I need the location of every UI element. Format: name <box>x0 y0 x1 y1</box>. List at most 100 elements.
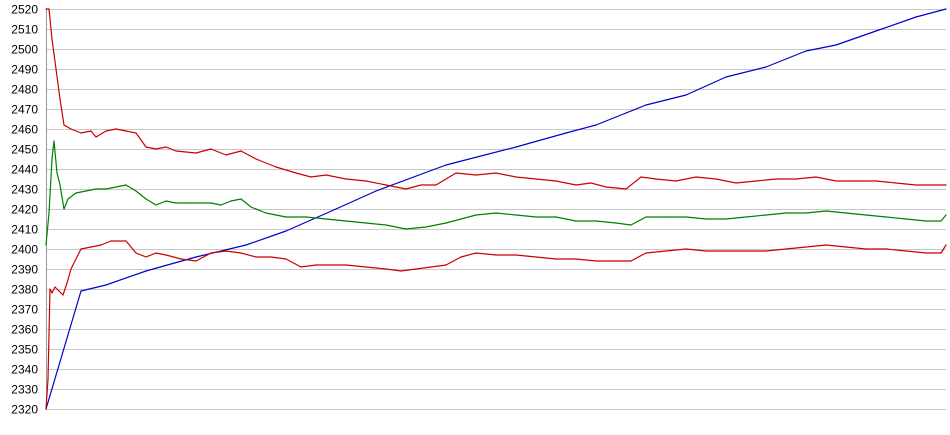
series-middle-point <box>105 188 107 190</box>
series-rising-point <box>245 244 247 246</box>
y-tick-label: 2320 <box>11 403 38 417</box>
series-upper-point <box>210 148 212 150</box>
series-middle-point <box>705 218 707 220</box>
y-tick-label: 2330 <box>11 383 38 397</box>
series-middle-point <box>885 216 887 218</box>
series-lower-point <box>100 244 102 246</box>
series-middle-point <box>95 188 97 190</box>
series-upper-point <box>115 128 117 130</box>
series-upper-point <box>95 136 97 138</box>
series-lower-point <box>745 250 747 252</box>
series-lower-point <box>125 240 127 242</box>
series-middle-line <box>45 140 947 246</box>
series-upper-point <box>935 184 937 186</box>
y-tick-label: 2430 <box>11 183 38 197</box>
series-rising-point <box>835 44 837 46</box>
series-lower-point <box>785 248 787 250</box>
series-lower-point <box>845 246 847 248</box>
series-middle-point <box>940 220 942 222</box>
series-upper-point <box>535 178 537 180</box>
series-lower-point <box>630 260 632 262</box>
series-lower-point <box>725 250 727 252</box>
y-tick-label: 2440 <box>11 163 38 177</box>
series-upper-point <box>225 154 227 156</box>
series-middle-point <box>155 204 157 206</box>
series-upper-point <box>915 184 917 186</box>
series-upper-point <box>55 68 57 70</box>
series-rising-point <box>595 124 597 126</box>
series-lower-point <box>240 252 242 254</box>
series-upper-point <box>715 178 717 180</box>
series-lower-point <box>475 252 477 254</box>
series-upper-point <box>80 132 82 134</box>
series-middle-point <box>210 202 212 204</box>
series-lower-point <box>765 250 767 252</box>
series-upper-point <box>125 130 127 132</box>
series-upper-point <box>475 174 477 176</box>
series-upper-point <box>345 178 347 180</box>
series-lower-point <box>210 252 212 254</box>
series-upper-point <box>51 38 53 40</box>
series-lower-point <box>110 240 112 242</box>
series-middle-point <box>805 212 807 214</box>
series-lower-point <box>535 256 537 258</box>
series-middle-point <box>905 218 907 220</box>
series-upper-point <box>175 150 177 152</box>
series-middle-point <box>45 244 47 246</box>
series-lower-point <box>615 260 617 262</box>
series-lower-point <box>165 254 167 256</box>
series-middle-point <box>685 216 687 218</box>
series-lower-point <box>365 266 367 268</box>
series-middle-point <box>135 190 137 192</box>
series-upper-point <box>275 166 277 168</box>
series-lower-point <box>195 260 197 262</box>
series-lower-point <box>945 244 947 246</box>
series-middle-point <box>285 216 287 218</box>
series-lower-point <box>925 252 927 254</box>
series-lower-point <box>415 268 417 270</box>
series-middle-point <box>535 216 537 218</box>
series-upper-point <box>90 130 92 132</box>
series-lower-point <box>45 408 47 410</box>
series-lower-point <box>135 252 137 254</box>
series-middle <box>45 140 947 246</box>
series-upper-line <box>46 8 946 190</box>
series-lower-point <box>495 254 497 256</box>
series-upper-point <box>775 178 777 180</box>
series-middle-point <box>575 220 577 222</box>
series-lower-point <box>47 378 49 380</box>
series-middle-point <box>220 204 222 206</box>
series-lower-point <box>66 282 68 284</box>
series-upper-point <box>295 172 297 174</box>
series-upper-point <box>48 8 50 10</box>
series-upper-point <box>63 124 65 126</box>
series-lower-point <box>865 248 867 250</box>
series-upper-point <box>640 176 642 178</box>
series-rising-point <box>565 132 567 134</box>
series-lower-point <box>225 250 227 252</box>
series-upper-point <box>895 182 897 184</box>
series-middle-point <box>145 198 147 200</box>
series-middle-point <box>645 216 647 218</box>
series-middle-point <box>365 222 367 224</box>
series-upper-point <box>495 172 497 174</box>
series-middle-point <box>745 216 747 218</box>
series-rising-point <box>765 66 767 68</box>
series-lower-point <box>825 244 827 246</box>
series-upper-point <box>240 150 242 152</box>
series-upper-point <box>365 180 367 182</box>
series-middle-point <box>63 208 65 210</box>
series-rising-point <box>645 104 647 106</box>
series-middle-point <box>460 218 462 220</box>
series-middle-point <box>85 190 87 192</box>
series-upper-point <box>155 148 157 150</box>
series-rising-point <box>915 16 917 18</box>
series-upper-point <box>165 146 167 148</box>
series-upper-point <box>575 184 577 186</box>
series-lower <box>45 240 947 410</box>
series-middle-point <box>115 186 117 188</box>
series-upper-point <box>855 180 857 182</box>
series-rising-point <box>80 290 82 292</box>
y-axis-ticks: 2520 2510 2500 2490 2480 2470 2460 2450 2440 2430… <box>11 3 38 417</box>
series-upper-point <box>605 186 607 188</box>
